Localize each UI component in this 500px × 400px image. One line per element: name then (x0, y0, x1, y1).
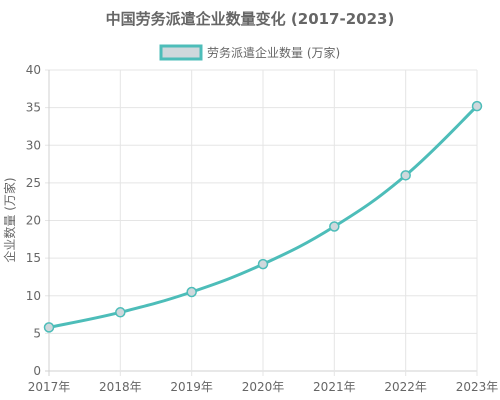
legend-label: 劳务派遣企业数量 (万家) (207, 45, 340, 60)
grid (45, 69, 478, 376)
y-tick-label: 30 (26, 138, 41, 152)
chart-title: 中国劳务派遣企业数量变化 (2017-2023) (106, 10, 395, 28)
y-tick-label: 0 (33, 364, 41, 378)
x-axis: 2017年 2018年 2019年 2020年 2021年 2022年 2023年 (28, 380, 499, 394)
data-point[interactable] (471, 100, 483, 112)
data-point[interactable] (400, 170, 411, 181)
y-tick-label: 35 (26, 101, 41, 115)
legend-swatch (159, 44, 203, 61)
y-tick-label: 25 (26, 176, 41, 190)
x-tick-label: 2022年 (384, 380, 427, 394)
y-axis: 0 5 10 15 20 25 30 35 40 (26, 63, 41, 378)
y-tick-label: 40 (26, 63, 41, 77)
y-tick-label: 5 (33, 326, 41, 340)
x-tick-label: 2019年 (170, 380, 213, 394)
data-point[interactable] (115, 307, 126, 318)
legend[interactable]: 劳务派遣企业数量 (万家) (159, 44, 340, 61)
data-point[interactable] (186, 286, 197, 298)
y-tick-label: 10 (26, 289, 41, 303)
y-tick-label: 15 (26, 251, 41, 265)
data-point[interactable] (257, 258, 269, 270)
x-tick-label: 2021年 (313, 380, 356, 394)
x-tick-label: 2018年 (99, 380, 142, 394)
x-tick-label: 2017年 (28, 380, 71, 394)
data-points (43, 100, 483, 333)
x-tick-label: 2020年 (242, 380, 285, 394)
data-point[interactable] (43, 322, 55, 333)
x-tick-label: 2023年 (456, 380, 499, 394)
y-tick-label: 20 (26, 214, 41, 228)
y-axis-title: 企业数量 (万家) (2, 177, 17, 262)
data-point[interactable] (329, 221, 340, 232)
